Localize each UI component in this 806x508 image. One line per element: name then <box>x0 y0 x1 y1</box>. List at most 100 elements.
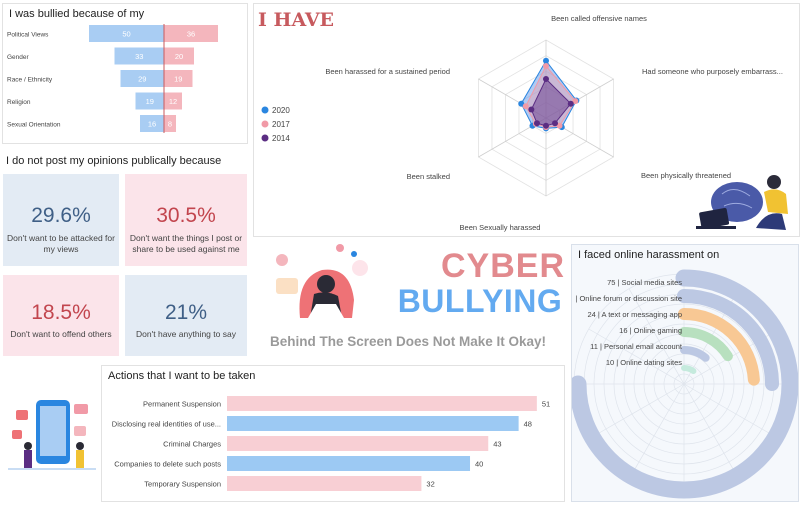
radar-point <box>543 57 549 64</box>
category-label: Criminal Charges <box>163 440 221 449</box>
radar-point <box>552 120 559 127</box>
bar-left <box>135 92 164 110</box>
stat-value: 30.5% <box>156 204 216 227</box>
radar-axis-label: Been Sexually harassed <box>460 223 541 232</box>
bar-left <box>114 47 164 65</box>
radial-grid-spoke <box>588 383 685 440</box>
bar-value-label: 50 <box>122 30 130 39</box>
bar-value-label: 20 <box>175 52 183 61</box>
radial-grid-spoke <box>628 288 685 385</box>
bar-value-label: 29 <box>138 75 146 84</box>
legend-marker <box>261 120 269 128</box>
stat-card-attacked: 29.6% Don't want to be attacked for my v… <box>3 174 119 266</box>
bar-value-label: 48 <box>524 420 532 429</box>
headline-tagline: Behind The Screen Does Not Make It Okay! <box>269 334 547 349</box>
bar <box>227 476 422 491</box>
bar-value-label: 33 <box>135 52 143 61</box>
stat-value: 29.6% <box>31 204 91 227</box>
radial-bar-label: 10 | Online dating sites <box>606 358 682 367</box>
category-label: Race / Ethnicity <box>7 77 53 84</box>
stat-label: Don't want to be attacked for my views <box>7 233 115 254</box>
radar-axis-label: Been harassed for a sustained period <box>325 67 450 76</box>
actions-panel: Actions that I want to be taken Permanen… <box>101 365 565 502</box>
category-label: Temporary Suspension <box>144 480 221 489</box>
bar-value-label: 16 <box>148 120 156 129</box>
radial-bar <box>572 269 798 499</box>
bar-right <box>164 25 218 42</box>
actions-bar-chart: Permanent Suspension 51 Disclosing real id… <box>112 396 550 491</box>
legend-label: 2014 <box>272 134 290 143</box>
radar-spoke <box>478 78 547 119</box>
radial-bar-label: 16 | Online gaming <box>619 326 682 335</box>
radial-bar <box>681 365 697 375</box>
bar-value-label: 32 <box>426 480 434 489</box>
bar-right <box>164 70 193 87</box>
radar-point <box>572 98 579 105</box>
bar-value-label: 36 <box>187 30 195 39</box>
sad-person-illustration <box>276 244 368 318</box>
harassment-panel: I faced online harassment on 75 | Social… <box>571 244 799 502</box>
radar-axis-label: Been physically threatened <box>641 171 731 180</box>
bullied-title: I was bullied because of my <box>9 8 145 20</box>
stat-card-used-against: 30.5% Don't want the things I post or sh… <box>125 174 247 266</box>
radial-bar <box>677 289 779 391</box>
i-have-title: I HAVE <box>258 9 335 31</box>
bar <box>227 436 489 451</box>
radar-point <box>543 122 549 129</box>
bar-right <box>164 92 182 110</box>
radial-grid-spoke <box>588 328 685 385</box>
harassment-title: I faced online harassment on <box>578 249 720 261</box>
radial-bar <box>680 346 710 362</box>
phone-social-illustration <box>8 400 96 470</box>
radar-point <box>543 76 549 82</box>
radial-bar-chart: 75 | Social media sites | Online forum or… <box>572 269 798 499</box>
radial-bar <box>679 327 733 362</box>
bar <box>227 396 537 411</box>
radar-point <box>543 63 549 69</box>
bar <box>227 416 519 431</box>
radial-bar-label: 11 | Personal email account <box>590 342 683 351</box>
radar-axis-label: Been called offensive names <box>551 14 647 23</box>
stat-card-offend: 18.5% Don't want to offend others <box>3 275 119 356</box>
radial-bar <box>678 308 760 386</box>
radial-grid-spoke <box>683 383 740 480</box>
opinions-title: I do not post my opinions publically bec… <box>6 155 222 167</box>
category-label: Sexual Orientation <box>7 122 61 129</box>
actions-title: Actions that I want to be taken <box>108 370 256 382</box>
radar-point <box>528 106 535 113</box>
stat-value: 21% <box>164 301 208 324</box>
stat-label: Don't want to offend others <box>10 329 112 339</box>
bar-value-label: 12 <box>169 97 177 106</box>
category-label: Political Views <box>7 32 49 39</box>
radar-chart: Been called offensive names Had someone w… <box>261 14 783 232</box>
bar-right <box>164 115 176 132</box>
bar-value-label: 19 <box>146 97 154 106</box>
bar-value-label: 43 <box>493 440 501 449</box>
legend-marker <box>261 134 269 142</box>
headline-bullying: BULLYING <box>397 283 563 319</box>
radar-axis-label: Been stalked <box>407 172 450 181</box>
bar-left <box>89 25 164 42</box>
radar-point <box>567 100 574 107</box>
bullied-panel: I was bullied because of my Political Vi… <box>2 3 248 144</box>
radial-bar-label: | Online forum or discussion site <box>575 294 682 303</box>
radar-spoke <box>545 78 614 119</box>
radar-point <box>522 103 529 110</box>
legend-label: 2017 <box>272 120 290 129</box>
category-label: Disclosing real identities of use... <box>112 420 221 429</box>
category-label: Religion <box>7 99 31 106</box>
radar-point <box>518 100 525 107</box>
category-label: Gender <box>7 54 30 61</box>
radial-bar-label: 24 | A text or messaging app <box>587 310 682 319</box>
bar-value-label: 8 <box>168 120 172 129</box>
radar-point <box>556 122 563 129</box>
radar-point <box>533 120 540 127</box>
bar-value-label: 51 <box>542 400 550 409</box>
legend-label: 2020 <box>272 106 290 115</box>
bar <box>227 456 471 471</box>
bullied-chart: Political Views 50 36 Gender 33 20 Race / Ethn… <box>7 24 218 133</box>
stat-label: Don't have anything to say <box>136 329 236 339</box>
bar-right <box>164 47 194 65</box>
bar-value-label: 40 <box>475 460 483 469</box>
radial-grid-spoke <box>683 383 780 440</box>
